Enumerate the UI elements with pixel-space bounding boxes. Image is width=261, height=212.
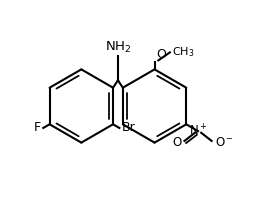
Text: F: F (34, 121, 41, 134)
Text: N$^+$: N$^+$ (189, 123, 207, 139)
Text: Br: Br (121, 121, 135, 134)
Text: CH$_3$: CH$_3$ (172, 45, 195, 59)
Text: O: O (157, 48, 167, 61)
Text: O$^-$: O$^-$ (215, 136, 234, 149)
Text: O: O (172, 136, 181, 149)
Text: NH$_2$: NH$_2$ (105, 40, 131, 55)
